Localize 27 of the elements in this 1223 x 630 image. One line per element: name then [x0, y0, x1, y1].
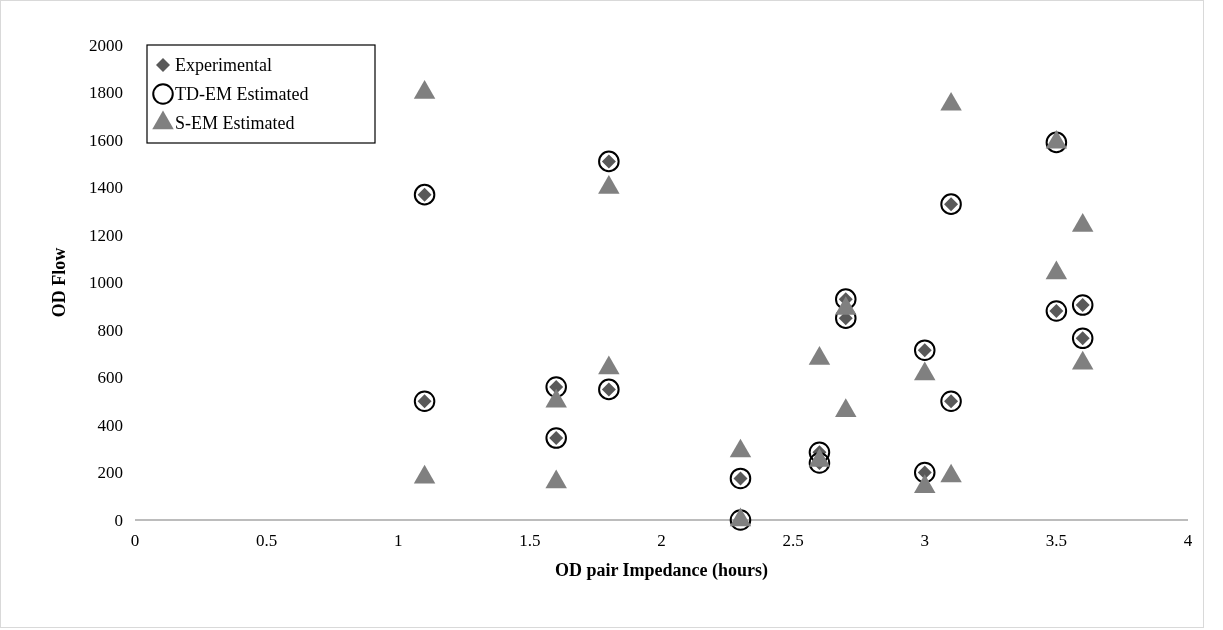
- point: [1045, 131, 1068, 154]
- y-tick-label: 800: [97, 320, 123, 340]
- y-tick-label: 1600: [89, 130, 123, 150]
- y-tick-label: 1000: [89, 273, 123, 293]
- x-tick-label: 2: [657, 531, 666, 550]
- x-tick-label: 1.5: [519, 531, 541, 550]
- x-tick-label: 0.5: [256, 531, 278, 550]
- y-tick-label: 1200: [89, 225, 123, 245]
- y-tick-label: 400: [97, 415, 123, 435]
- y-tick-label: 600: [97, 368, 123, 388]
- y-tick-label: 2000: [89, 35, 123, 55]
- x-tick-label: 2.5: [782, 531, 804, 550]
- x-axis-title: OD pair Impedance (hours): [554, 560, 769, 581]
- point: [808, 452, 831, 474]
- x-tick-label: 0: [130, 531, 140, 550]
- y-tick-label: 200: [97, 463, 123, 483]
- x-tick-label: 3: [920, 531, 929, 550]
- legend-label: TD-EM Estimated: [175, 84, 309, 105]
- x-tick-label: 4: [1183, 531, 1193, 550]
- y-axis-title: OD Flow: [49, 247, 69, 318]
- y-tick-label: 1800: [89, 83, 123, 103]
- legend-label: Experimental: [175, 55, 272, 76]
- x-tick-label: 1: [394, 531, 403, 550]
- x-tick-label: 3.5: [1045, 531, 1067, 550]
- y-tick-label: 0: [114, 510, 123, 530]
- legend-label: S-EM Estimated: [175, 113, 295, 134]
- y-tick-label: 1400: [89, 178, 123, 198]
